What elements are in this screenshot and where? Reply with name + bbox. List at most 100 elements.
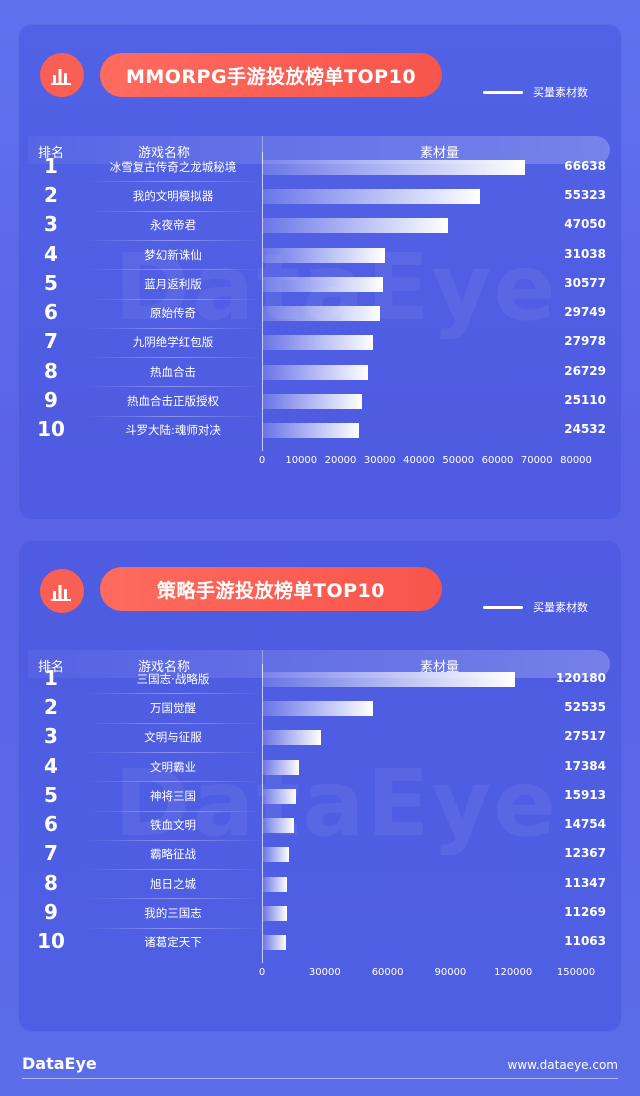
game-name: 热血合击 (150, 364, 196, 379)
bar (263, 759, 300, 775)
bar (263, 276, 383, 292)
tick-label: 60000 (371, 967, 404, 978)
row-divider (86, 210, 262, 212)
strategy-chart-panel: DataEye 策略手游投放榜单TOP10 买量素材数 排名 游戏名称 素材量 … (18, 540, 622, 1032)
bar (263, 847, 289, 863)
game-name: 文明与征服 (144, 730, 202, 745)
row-divider (86, 722, 262, 724)
rank-label: 8 (44, 358, 58, 383)
mmorpg-chart-panel: DataEye MMORPG手游投放榜单TOP10 买量素材数 排名 游戏名称 … (18, 24, 622, 520)
tick-label: 60000 (481, 455, 514, 466)
rank-label: 3 (44, 212, 58, 237)
game-name: 我的三国志 (144, 906, 202, 921)
bar (263, 730, 321, 746)
game-name: 霸略征战 (150, 847, 196, 862)
row-divider (86, 781, 262, 783)
tick-label: 30000 (308, 967, 341, 978)
legend: 买量素材数 (483, 84, 588, 100)
value-label: 55323 (564, 187, 606, 202)
tick-label: 90000 (434, 967, 467, 978)
axis-line (262, 152, 263, 451)
row-divider (86, 898, 262, 900)
rank-label: 10 (37, 417, 65, 442)
legend-swatch (483, 90, 523, 94)
game-name: 我的文明模拟器 (132, 188, 214, 203)
rank-label: 1 (44, 153, 58, 178)
value-label: 11347 (564, 875, 606, 890)
value-label: 66638 (564, 158, 606, 173)
value-header: 素材量 (420, 146, 460, 161)
value-header: 素材量 (420, 660, 460, 675)
tick-label: 40000 (403, 455, 435, 466)
legend-label: 买量素材数 (533, 601, 588, 614)
game-name: 文明霸业 (150, 759, 196, 774)
rank-label: 4 (44, 753, 58, 778)
tick-label: 20000 (324, 455, 357, 466)
rank-label: 6 (44, 812, 58, 837)
rank-label: 1 (44, 665, 58, 690)
value-label: 27517 (564, 729, 606, 744)
tick-label: 120000 (494, 967, 533, 978)
bar (263, 364, 368, 380)
footer-divider (22, 1078, 618, 1079)
game-name: 万国觉醒 (150, 700, 196, 715)
rank-label: 9 (44, 900, 58, 925)
value-label: 14754 (564, 817, 606, 832)
value-label: 25110 (564, 393, 606, 408)
bar (263, 818, 294, 834)
rank-label: 2 (44, 182, 58, 207)
row-divider (86, 327, 262, 329)
value-label: 11063 (564, 934, 606, 949)
row-divider (86, 269, 262, 271)
row-divider (86, 693, 262, 695)
rank-label: 3 (44, 724, 58, 749)
game-name: 铁血文明 (150, 818, 196, 833)
value-label: 52535 (564, 699, 606, 714)
game-name: 原始传奇 (150, 306, 196, 321)
row-divider (86, 751, 262, 753)
game-name: 三国志·战略版 (136, 671, 210, 686)
value-label: 31038 (564, 246, 606, 261)
bar (263, 671, 515, 687)
rank-label: 10 (37, 929, 65, 954)
value-label: 47050 (564, 217, 606, 232)
value-label: 26729 (564, 363, 606, 378)
footer-url[interactable]: www.dataeye.com (507, 1058, 619, 1072)
game-name: 神将三国 (150, 788, 196, 803)
row-divider (86, 927, 262, 929)
game-name: 永夜帝君 (150, 218, 196, 233)
game-name: 热血合击正版授权 (127, 394, 219, 409)
row-divider (86, 298, 262, 300)
legend-label: 买量素材数 (533, 86, 588, 99)
bar (263, 906, 287, 922)
tick-label: 80000 (560, 455, 592, 466)
value-label: 29749 (564, 305, 606, 320)
value-label: 27978 (564, 334, 606, 349)
name-header: 游戏名称 (138, 660, 191, 675)
bar (263, 159, 525, 175)
bar-chart-icon (40, 569, 84, 613)
bar (263, 306, 380, 322)
rank-label: 6 (44, 300, 58, 325)
rank-label: 2 (44, 694, 58, 719)
footer-logo: DataEye (22, 1054, 97, 1073)
table-header: 排名 游戏名称 素材量 (28, 136, 610, 164)
rank-label: 8 (44, 870, 58, 895)
value-label: 15913 (564, 787, 606, 802)
bar (263, 423, 360, 439)
game-name: 蓝月返利版 (144, 276, 202, 291)
row-divider (86, 869, 262, 871)
chart-title: MMORPG手游投放榜单TOP10 (100, 53, 442, 97)
name-header: 游戏名称 (138, 146, 191, 161)
rank-label: 7 (44, 329, 58, 354)
tick-label: 0 (258, 967, 266, 978)
bar (263, 335, 373, 351)
game-name: 诸葛定天下 (144, 935, 202, 950)
tick-label: 150000 (556, 967, 596, 978)
tick-label: 30000 (363, 455, 396, 466)
value-label: 120180 (555, 670, 606, 685)
row-divider (86, 415, 262, 417)
game-name: 九阴绝学红包版 (132, 335, 214, 350)
bar (263, 188, 481, 204)
bar (263, 788, 297, 804)
